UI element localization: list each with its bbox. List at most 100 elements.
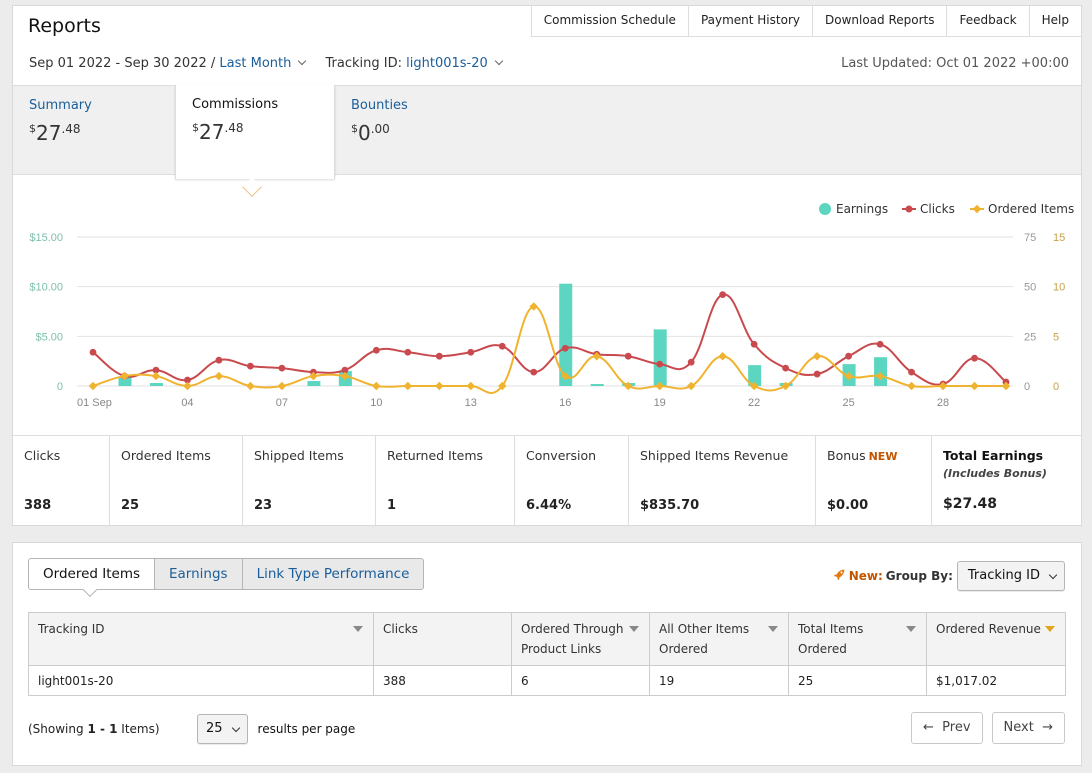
chevron-down-icon xyxy=(494,56,504,66)
clicks-point xyxy=(372,346,380,354)
clicks-point xyxy=(782,364,790,372)
amount-whole: 27 xyxy=(36,121,62,145)
clicks-point xyxy=(278,364,286,372)
ordered-items-point xyxy=(151,371,161,381)
tab-link-type-performance[interactable]: Link Type Performance xyxy=(241,558,425,590)
tab-summary[interactable]: Summary $27.48 xyxy=(13,86,173,176)
cell-tracking-id[interactable]: light001s-20 xyxy=(28,665,374,696)
tab-earnings[interactable]: Earnings xyxy=(154,558,243,590)
prev-button[interactable]: ← Prev xyxy=(910,712,983,744)
x-tick-label: 28 xyxy=(937,397,949,409)
stat-label: Bonus NEW xyxy=(827,448,921,463)
legend-label: Clicks xyxy=(920,202,955,216)
earnings-bar xyxy=(118,377,132,386)
stat-value: 25 xyxy=(121,498,140,513)
y-right-clicks-tick-label: 25 xyxy=(1024,331,1036,343)
stat-label: Clicks xyxy=(24,448,61,463)
top-nav: Commission Schedule Payment History Down… xyxy=(530,6,1081,37)
ordered-items-point xyxy=(655,381,664,391)
col-ordered-through-product-links[interactable]: Ordered Through Product Links xyxy=(511,612,650,666)
per-page-select[interactable]: 25 xyxy=(197,714,248,744)
col-clicks[interactable]: Clicks xyxy=(373,612,512,666)
clicks-point xyxy=(341,366,349,374)
col-ordered-revenue[interactable]: Ordered Revenue xyxy=(926,612,1066,666)
clicks-point xyxy=(89,348,97,356)
sort-arrow-icon xyxy=(353,626,363,632)
ordered-items-point xyxy=(120,371,129,381)
stat-value: $0.00 xyxy=(827,498,869,513)
showing-range: 1 - 1 xyxy=(87,722,118,736)
stat-value: $835.70 xyxy=(640,498,700,513)
earnings-bar xyxy=(653,329,667,386)
ordered-items-point xyxy=(718,351,727,361)
column-label: Tracking ID xyxy=(38,622,105,636)
legend-label: Earnings xyxy=(836,202,888,216)
bounties-amount: $0.00 xyxy=(351,121,479,145)
ordered-items-table: Tracking ID Clicks Ordered Through Produ… xyxy=(28,612,1066,696)
date-filter-row: Sep 01 2022 - Sep 30 2022 / Last Month T… xyxy=(29,56,506,71)
tab-commissions[interactable]: Commissions $27.48 xyxy=(175,85,335,179)
x-axis: 01 Sep 04 07 10 13 16 19 22 25 28 xyxy=(77,397,949,409)
col-tracking-id[interactable]: Tracking ID xyxy=(28,612,374,666)
commissions-amount: $27.48 xyxy=(192,120,318,144)
legend-clicks-swatch xyxy=(905,205,913,213)
stat-bonus: Bonus NEW $0.00 xyxy=(816,436,932,526)
y-right-clicks-tick-label: 75 xyxy=(1024,232,1036,244)
ordered-items-point xyxy=(812,351,822,361)
nav-download-reports[interactable]: Download Reports xyxy=(813,6,948,36)
earnings-bar xyxy=(559,283,573,386)
y-right-items-tick-label: 5 xyxy=(1053,331,1059,343)
stat-ordered-items: Ordered Items 25 xyxy=(110,436,243,526)
date-range: Sep 01 2022 - Sep 30 2022 xyxy=(29,56,207,71)
x-tick-label: 13 xyxy=(465,397,477,409)
y-right-clicks-tick-label: 0 xyxy=(1024,381,1030,393)
sort-arrow-icon xyxy=(768,626,778,632)
nav-payment-history[interactable]: Payment History xyxy=(689,6,813,36)
clicks-point xyxy=(561,344,569,352)
x-tick-label: 22 xyxy=(748,397,760,409)
tracking-id-dropdown[interactable]: light001s-20 xyxy=(406,56,506,71)
ordered-items-point xyxy=(749,381,759,391)
column-label: Clicks xyxy=(383,622,418,636)
stat-value: $27.48 xyxy=(943,496,998,512)
stat-label: Total Earnings xyxy=(943,448,1044,463)
earnings-bar xyxy=(590,384,604,386)
x-tick-label: 16 xyxy=(559,397,571,409)
ordered-items-point xyxy=(435,381,444,391)
range-preset-dropdown[interactable]: Last Month xyxy=(219,56,309,71)
group-by-label: Group By: xyxy=(885,569,953,583)
nav-help[interactable]: Help xyxy=(1041,13,1069,27)
next-button[interactable]: Next → xyxy=(991,712,1065,744)
ordered-items-point xyxy=(88,381,98,391)
clicks-point xyxy=(247,362,254,370)
earnings-bar xyxy=(307,381,321,386)
tracking-label: Tracking ID: xyxy=(325,56,403,71)
cell-ordered-revenue: $1,017.02 xyxy=(926,665,1066,696)
date-separator: / xyxy=(210,56,216,71)
amount-cents: .48 xyxy=(224,121,244,135)
x-tick-label: 04 xyxy=(181,397,193,409)
per-page-label: results per page xyxy=(257,722,356,736)
tab-bounties[interactable]: Bounties $0.00 xyxy=(335,86,495,176)
clicks-point xyxy=(719,291,727,299)
ordered-items-point xyxy=(907,381,916,391)
x-tick-label: 07 xyxy=(276,397,288,409)
page-title: Reports xyxy=(28,15,101,37)
col-all-other-items[interactable]: All Other Items Ordered xyxy=(649,612,789,666)
legend-earnings-swatch xyxy=(819,203,831,215)
earnings-bars xyxy=(118,283,888,386)
cell-all-other-items: 19 xyxy=(649,665,789,696)
stat-returned-items: Returned Items 1 xyxy=(376,436,515,526)
col-total-items[interactable]: Total Items Ordered xyxy=(788,612,927,666)
group-by-select[interactable]: Tracking ID xyxy=(956,561,1065,591)
nav-feedback[interactable]: Feedback xyxy=(947,6,1030,36)
ordered-items-point xyxy=(623,381,633,391)
ordered-items-point xyxy=(372,381,381,391)
column-label: Total Items Ordered xyxy=(798,622,864,656)
stat-label: Ordered Items xyxy=(121,448,211,463)
pagination: ← Prev Next → xyxy=(902,712,1065,744)
stat-value: 388 xyxy=(24,498,52,513)
nav-commission-schedule[interactable]: Commission Schedule xyxy=(532,6,689,36)
legend-label: Ordered Items xyxy=(988,202,1074,216)
stat-label: Conversion xyxy=(526,448,597,463)
